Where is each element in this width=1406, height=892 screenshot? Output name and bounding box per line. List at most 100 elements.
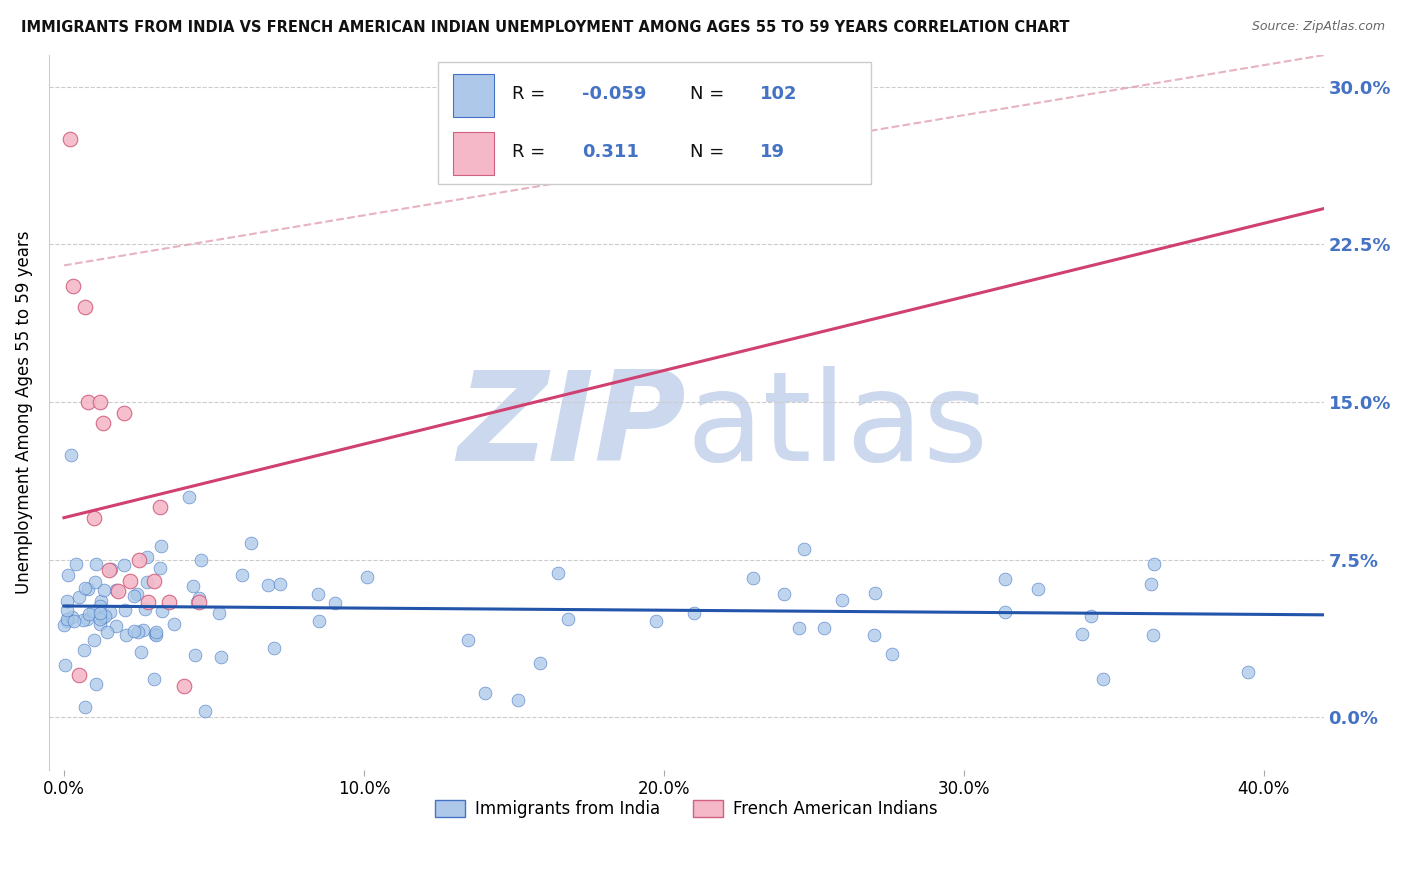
Point (1142, 628, 1164, 642)
Point (143, 627, 166, 641)
Point (325, 595, 347, 609)
Point (257, 578, 280, 592)
Point (149, 561, 172, 575)
Point (1071, 627, 1094, 641)
Text: atlas: atlas (686, 367, 988, 487)
Point (772, 587, 794, 601)
Text: R =: R = (512, 143, 546, 161)
Point (76, 582, 98, 596)
Point (89, 612, 111, 626)
Bar (453, 132, 494, 175)
Point (114, 627, 136, 641)
Point (356, 570, 378, 584)
Point (97, 563, 120, 577)
Point (239, 535, 262, 549)
Point (307, 587, 329, 601)
Point (84, 677, 107, 691)
Point (547, 566, 569, 581)
FancyBboxPatch shape (437, 62, 872, 184)
Point (457, 632, 479, 647)
Point (187, 595, 209, 609)
Point (863, 586, 886, 600)
Point (62, 279, 84, 293)
Point (683, 607, 706, 621)
Point (77, 607, 100, 622)
Point (122, 589, 145, 603)
Point (474, 685, 496, 699)
Point (263, 641, 285, 656)
Point (98, 605, 121, 619)
Point (188, 591, 211, 605)
Point (60, 448, 83, 462)
Text: 0.311: 0.311 (582, 143, 638, 161)
Point (190, 552, 212, 566)
Y-axis label: Unemployment Among Ages 55 to 59 years: Unemployment Among Ages 55 to 59 years (15, 231, 32, 594)
Text: IMMIGRANTS FROM INDIA VS FRENCH AMERICAN INDIAN UNEMPLOYMENT AMONG AGES 55 TO 59: IMMIGRANTS FROM INDIA VS FRENCH AMERICAN… (21, 20, 1070, 35)
Point (882, 647, 904, 661)
Point (129, 645, 152, 659)
Point (793, 541, 815, 556)
Point (83, 633, 105, 648)
Point (150, 604, 173, 618)
Point (127, 624, 149, 639)
Point (787, 621, 810, 635)
Point (67, 668, 90, 682)
Point (831, 592, 853, 607)
Point (136, 595, 159, 609)
Point (231, 568, 253, 582)
Point (506, 692, 529, 706)
Point (56, 568, 79, 582)
Point (128, 553, 150, 567)
Point (112, 558, 135, 573)
Point (163, 617, 186, 632)
Point (91, 416, 114, 430)
Point (994, 572, 1017, 586)
Point (143, 672, 166, 686)
Point (55, 612, 77, 626)
Point (53, 618, 76, 632)
Text: ZIP: ZIP (457, 367, 686, 487)
Point (76, 612, 98, 626)
Point (82, 604, 104, 618)
Point (741, 571, 763, 585)
Point (209, 649, 232, 664)
Point (529, 656, 551, 670)
Point (65, 557, 87, 571)
Point (73, 643, 96, 657)
Point (84, 557, 107, 571)
Point (557, 612, 579, 626)
Text: N =: N = (690, 143, 724, 161)
Point (1028, 582, 1050, 597)
Point (145, 624, 167, 639)
Point (1143, 557, 1166, 571)
Text: -0.059: -0.059 (582, 86, 647, 103)
Text: N =: N = (690, 86, 724, 103)
Point (1139, 576, 1161, 591)
Point (94, 609, 117, 624)
Point (77, 395, 100, 409)
Point (89, 616, 111, 631)
Text: 102: 102 (761, 86, 797, 103)
Point (994, 605, 1017, 619)
Point (89, 599, 111, 613)
Point (308, 614, 330, 628)
Point (96, 625, 118, 640)
Point (73, 700, 96, 714)
Point (91, 610, 114, 624)
Text: 19: 19 (761, 143, 785, 161)
Point (93, 582, 115, 597)
Point (105, 619, 128, 633)
Point (645, 614, 668, 628)
Text: Source: ZipAtlas.com: Source: ZipAtlas.com (1251, 20, 1385, 33)
Point (132, 623, 155, 637)
Point (179, 490, 201, 504)
Bar (453, 74, 494, 118)
Point (118, 574, 141, 588)
Point (186, 594, 208, 608)
Point (89, 606, 111, 620)
Point (1091, 672, 1114, 686)
Point (105, 582, 128, 597)
Point (149, 500, 172, 515)
Point (73, 301, 96, 315)
Point (145, 628, 167, 642)
